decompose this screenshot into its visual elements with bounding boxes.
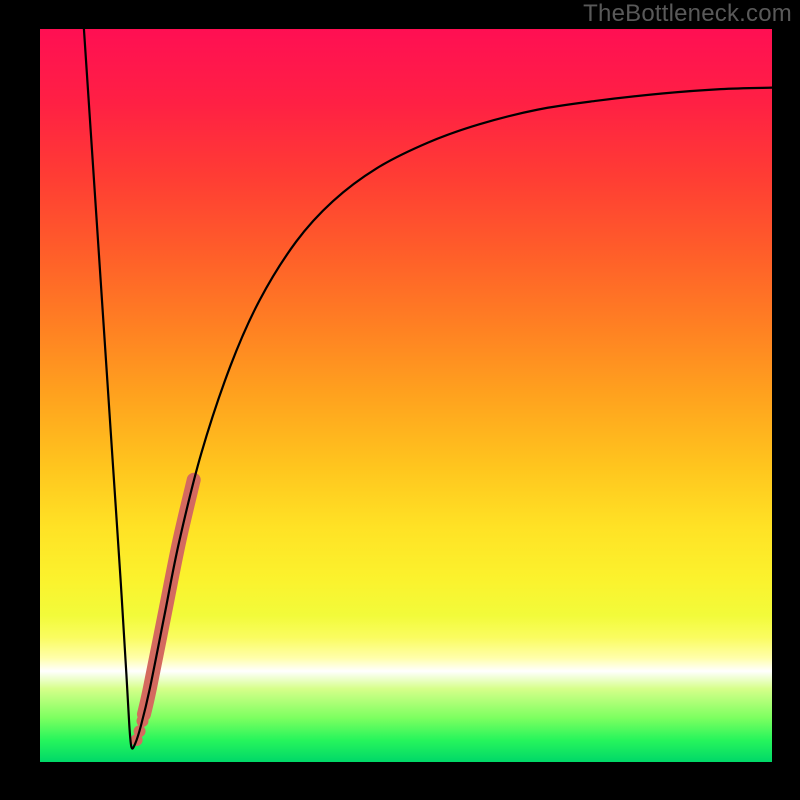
chart-container: TheBottleneck.com [0,0,800,800]
watermark-text: TheBottleneck.com [583,0,792,28]
gradient-background [40,29,772,762]
bottleneck-chart [0,0,800,800]
